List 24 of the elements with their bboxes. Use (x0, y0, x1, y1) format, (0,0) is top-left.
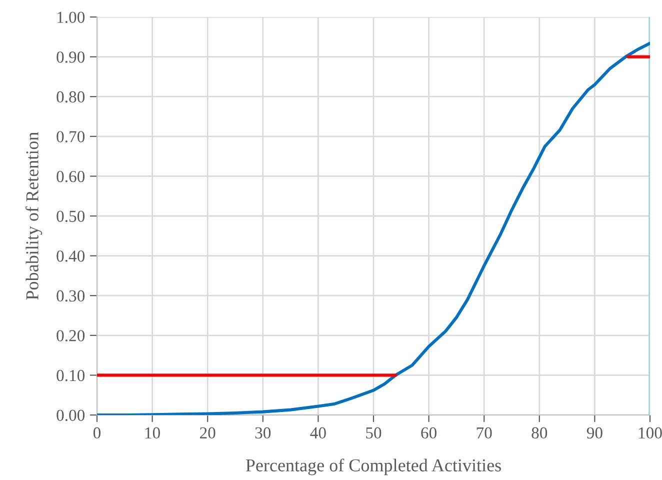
x-tick-label: 90 (586, 427, 602, 439)
x-tick-label: 50 (366, 427, 382, 439)
x-axis-title: Percentage of Completed Activities (246, 458, 501, 476)
y-tick-label: 0.90 (56, 52, 85, 63)
y-tick-label: 0.70 (56, 131, 85, 142)
y-tick-label: 0.80 (56, 91, 85, 103)
x-tick-label: 100 (638, 427, 662, 439)
y-axis-title: Pobability of Retention (26, 132, 42, 300)
x-tick-label: 40 (310, 427, 326, 439)
y-tick-label: 0.00 (56, 410, 85, 422)
x-tick-label: 10 (145, 427, 160, 439)
x-tick-label: 60 (421, 427, 436, 439)
y-tick-label: 0.20 (56, 330, 85, 342)
x-tick-label: 70 (476, 427, 492, 439)
y-tick-label: 0.30 (56, 290, 85, 302)
x-tick-label: 20 (200, 427, 216, 439)
y-tick-label: 0.10 (56, 370, 85, 382)
y-tick-label: 0.40 (56, 250, 85, 262)
y-tick-label: 0.50 (56, 210, 85, 222)
y-tick-label: 0.60 (56, 170, 85, 182)
x-tick-label: 30 (255, 427, 271, 439)
y-tick-label: 1.00 (57, 12, 85, 24)
x-tick-label: 0 (93, 427, 101, 439)
x-tick-label: 80 (532, 427, 548, 439)
